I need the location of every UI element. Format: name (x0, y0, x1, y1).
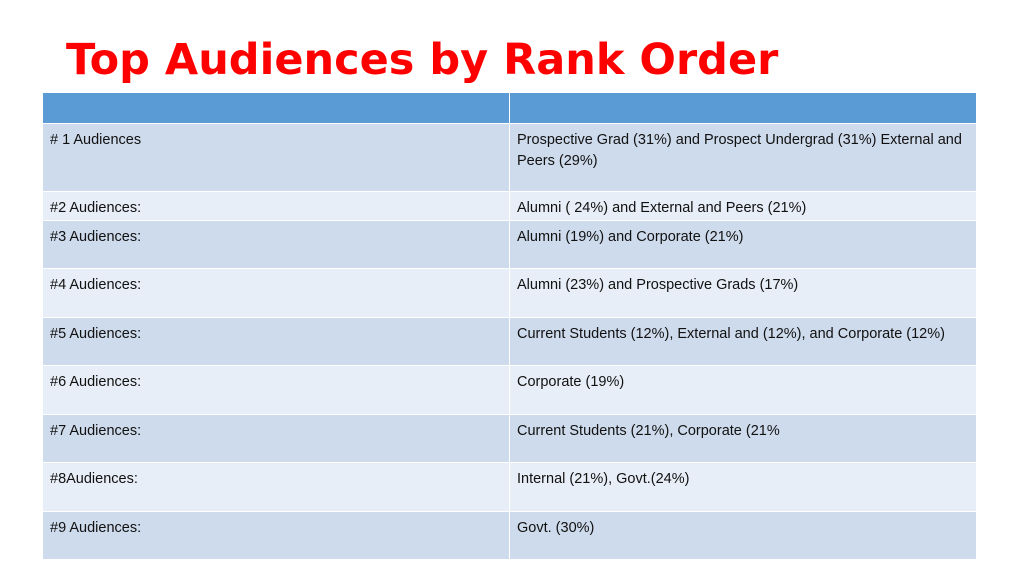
rank-cell: #8Audiences: (42, 462, 510, 512)
table-row: #3 Audiences: Alumni (19%) and Corporate… (42, 220, 977, 269)
audiences-cell: Prospective Grad (31%) and Prospect Unde… (509, 123, 977, 192)
header-cell-audiences (509, 92, 977, 124)
rank-cell: # 1 Audiences (42, 123, 510, 192)
audiences-cell: Alumni (23%) and Prospective Grads (17%) (509, 268, 977, 318)
rank-cell: #3 Audiences: (42, 220, 510, 269)
audiences-cell: Current Students (12%), External and (12… (509, 317, 977, 366)
table-row: #8Audiences: Internal (21%), Govt.(24%) (42, 462, 977, 512)
rank-cell: #2 Audiences: (42, 191, 510, 221)
audiences-cell: Govt. (30%) (509, 511, 977, 560)
audiences-table: # 1 Audiences Prospective Grad (31%) and… (42, 92, 977, 560)
rank-cell: #9 Audiences: (42, 511, 510, 560)
rank-cell: #7 Audiences: (42, 414, 510, 463)
audiences-cell: Alumni ( 24%) and External and Peers (21… (509, 191, 977, 221)
rank-cell: #6 Audiences: (42, 365, 510, 415)
table-row: #5 Audiences: Current Students (12%), Ex… (42, 317, 977, 366)
table-row: #7 Audiences: Current Students (21%), Co… (42, 414, 977, 463)
slide-title: Top Audiences by Rank Order (66, 35, 779, 85)
table-row: #6 Audiences: Corporate (19%) (42, 365, 977, 415)
rank-cell: #4 Audiences: (42, 268, 510, 318)
table-row: #2 Audiences: Alumni ( 24%) and External… (42, 191, 977, 221)
table-row: # 1 Audiences Prospective Grad (31%) and… (42, 123, 977, 192)
audiences-cell: Alumni (19%) and Corporate (21%) (509, 220, 977, 269)
table-header-row (42, 92, 977, 124)
table-row: #9 Audiences: Govt. (30%) (42, 511, 977, 560)
audiences-cell: Corporate (19%) (509, 365, 977, 415)
audiences-cell: Internal (21%), Govt.(24%) (509, 462, 977, 512)
table-row: #4 Audiences: Alumni (23%) and Prospecti… (42, 268, 977, 318)
header-cell-rank (42, 92, 510, 124)
rank-cell: #5 Audiences: (42, 317, 510, 366)
audiences-cell: Current Students (21%), Corporate (21% (509, 414, 977, 463)
